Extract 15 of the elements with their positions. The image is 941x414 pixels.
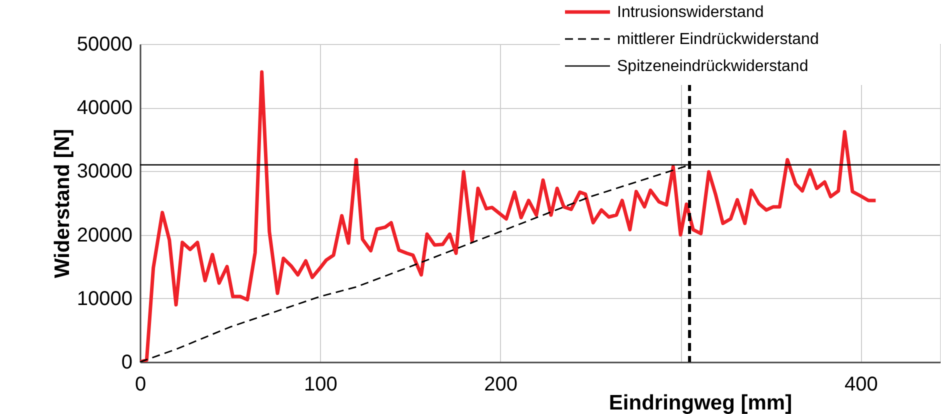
y-tick-label: 30000 [76, 160, 132, 183]
legend-label: Intrusionswiderstand [617, 4, 764, 21]
x-tick-label: 100 [304, 374, 338, 396]
y-tick-label: 0 [121, 352, 132, 374]
y-tick-label: 20000 [76, 224, 132, 246]
x-tick-label: 200 [484, 374, 518, 396]
x-tick-label: 0 [134, 374, 146, 396]
x-tick-label: 400 [844, 374, 878, 396]
y-tick-label: 50000 [76, 34, 132, 56]
y-tick-label: 10000 [76, 288, 132, 310]
legend-label: mittlerer Eindrückwiderstand [617, 31, 819, 48]
x-axis-title: Eindringweg [mm] [608, 392, 792, 414]
y-axis-title: Widerstand [N] [50, 128, 74, 278]
legend-label: Spitzeneindrückwiderstand [617, 58, 808, 75]
y-tick-label: 40000 [76, 97, 132, 120]
